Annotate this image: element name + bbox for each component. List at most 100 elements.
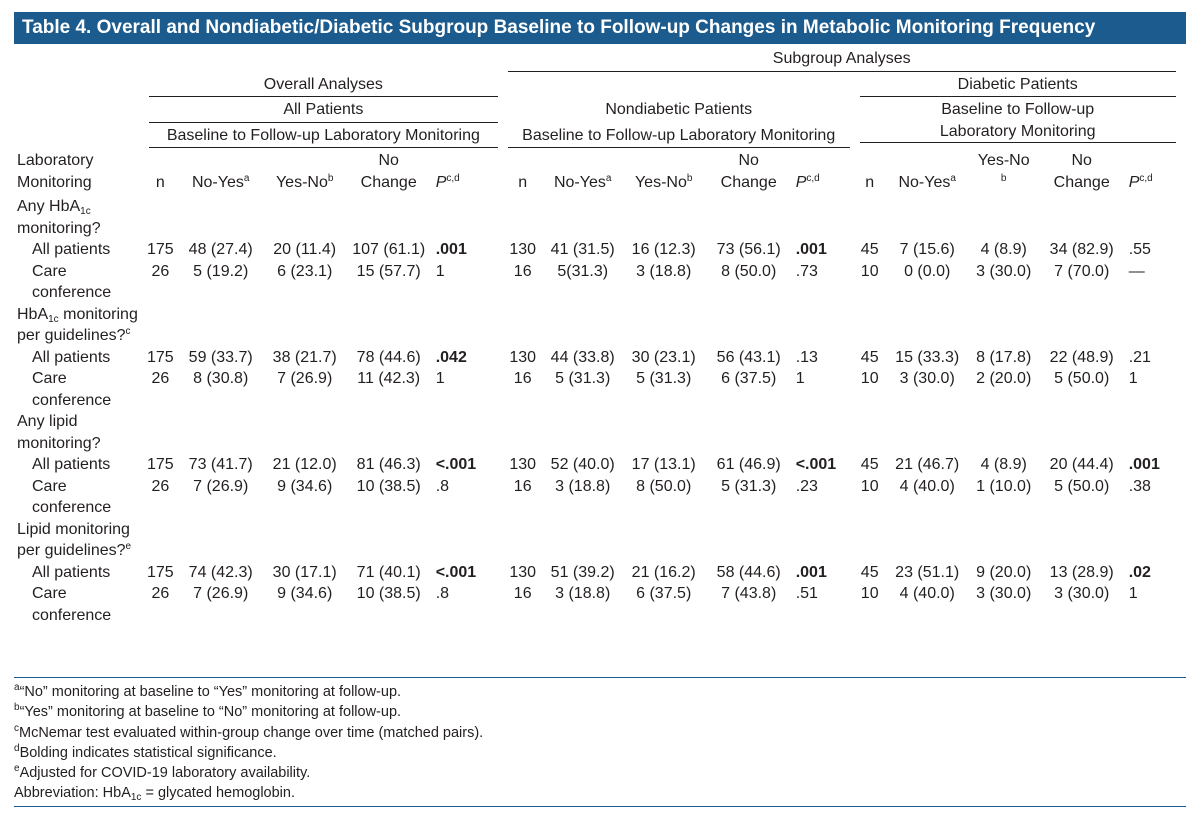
column-header: Pc,d: [433, 150, 503, 196]
section-row: Any HbA1c monitoring?: [14, 196, 1181, 239]
data-table: Subgroup Analyses Overall Analyses Diabe…: [14, 48, 1181, 626]
row-label: Care conference: [32, 585, 112, 624]
cell: 38 (21.7): [272, 348, 337, 366]
table-title: Table 4. Overall and Nondiabetic/Diabeti…: [14, 12, 1186, 44]
spacer: [144, 196, 1181, 239]
text: Adjusted for COVID-19 laboratory availab…: [19, 765, 311, 782]
cell: 11 (42.3): [357, 370, 421, 387]
cell: 21 (12.0): [272, 456, 337, 473]
cell: 16: [513, 585, 532, 602]
row-label: All patients: [32, 563, 111, 581]
cell: 15 (57.7): [356, 262, 421, 280]
spanner: All Patients: [149, 99, 498, 123]
cell: 73 (56.1): [716, 241, 781, 258]
cell: 5 (31.3): [555, 370, 611, 387]
column-header: No Change: [1038, 150, 1126, 196]
section-row: Any lipid monitoring?: [14, 411, 1181, 454]
data-row: All patients 175 73 (41.7) 21 (12.0) 81 (46.…: [14, 454, 1181, 476]
text: Yes-No: [977, 152, 1030, 169]
cell: 26: [151, 585, 170, 602]
cell: 3 (18.8): [555, 477, 611, 495]
text: n: [155, 173, 165, 191]
cell: 10: [860, 477, 879, 495]
column-header: n: [144, 150, 177, 196]
cell: 130: [509, 563, 537, 581]
subscript: 1c: [130, 792, 142, 804]
cell: 10: [860, 262, 879, 280]
cell: 6 (37.5): [721, 370, 777, 387]
cell: 51 (39.2): [550, 563, 615, 581]
section-label: Any HbA1c monitoring?: [14, 196, 144, 239]
cell: .8: [435, 477, 450, 495]
cell: .73: [795, 262, 818, 280]
cell: <.001: [433, 454, 503, 476]
column-header: n: [855, 150, 885, 196]
cell: —: [1128, 262, 1145, 280]
spacer: [144, 411, 1181, 454]
cell: 175: [147, 241, 174, 258]
text: No Change: [720, 152, 777, 191]
cell: 10 (38.5): [356, 585, 421, 602]
cell: 175: [147, 563, 174, 581]
section-label: Lipid monitoring per guidelines?e: [14, 519, 144, 562]
subscript: 1c: [48, 313, 59, 325]
cell: 58 (44.6): [716, 563, 781, 581]
cell: .001: [433, 239, 503, 261]
cell: 1: [435, 262, 445, 280]
cell: 3 (30.0): [976, 585, 1032, 602]
cell: 3 (30.0): [1054, 585, 1110, 602]
data-row: All patients 175 48 (27.4) 20 (11.4) 107 (61…: [14, 239, 1181, 261]
superscript: d: [14, 742, 20, 754]
cell: 16 (12.3): [631, 241, 696, 258]
cell: 59 (33.7): [188, 348, 253, 366]
column-header: No-Yesa: [177, 150, 265, 196]
section-row: Lipid monitoring per guidelines?e: [14, 519, 1181, 562]
cell: .23: [795, 477, 818, 495]
spanner: Baseline to Follow-up Laboratory Monitor…: [149, 125, 498, 148]
text: No Change: [360, 152, 417, 191]
data-row: All patients 175 59 (33.7) 38 (21.7) 78 (44.…: [14, 347, 1181, 369]
cell: 74 (42.3): [188, 563, 253, 581]
column-header: Pc,d: [793, 150, 855, 196]
cell-text: .001: [1128, 456, 1160, 473]
superscript: c,d: [446, 172, 460, 184]
cell: 5 (50.0): [1054, 370, 1110, 387]
text: HbA: [17, 305, 49, 323]
column-header: Yes-Nob: [265, 150, 345, 196]
text: n: [518, 173, 528, 191]
cell: 3 (18.8): [636, 262, 692, 280]
spanner: Nondiabetic Patients: [605, 101, 753, 118]
cell: 175: [147, 348, 174, 366]
text: monitoring?: [17, 219, 101, 237]
text: Any lipid monitoring?: [17, 413, 101, 452]
column-header: Yes-Nob: [623, 150, 705, 196]
cell: 1: [1128, 585, 1138, 602]
data-row: Care conference 26 5 (19.2) 6 (23.1) 15 (57.…: [14, 261, 1181, 304]
cell: 21 (16.2): [631, 563, 696, 581]
row-label: Care conference: [32, 370, 112, 409]
column-header: Yes-Nob: [970, 150, 1038, 196]
superscript: c,d: [1139, 172, 1153, 184]
cell: 4 (8.9): [980, 241, 1027, 258]
cell: 45: [860, 563, 879, 581]
text: P: [435, 173, 447, 191]
text: Lipid monitoring per guidelines?: [17, 520, 130, 560]
cell: 6 (23.1): [277, 262, 333, 280]
cell: 5 (19.2): [193, 262, 249, 280]
cell: 16: [513, 262, 532, 280]
cell: 41 (31.5): [550, 241, 615, 258]
cell: 5(31.3): [557, 262, 609, 280]
column-header: Laboratory Monitoring: [14, 150, 144, 196]
superscript: c: [14, 722, 19, 734]
text: n: [865, 173, 875, 191]
cell: 1 (10.0): [976, 477, 1032, 495]
cell: 7 (43.8): [721, 585, 777, 602]
text: Laboratory Monitoring: [17, 152, 94, 191]
superscript: a: [243, 172, 250, 184]
cell-text: .001: [795, 241, 827, 258]
row-label: All patients: [32, 456, 111, 473]
cell-text: <.001: [435, 456, 477, 473]
cell: 7 (15.6): [899, 241, 955, 258]
superscript: a: [14, 682, 20, 693]
